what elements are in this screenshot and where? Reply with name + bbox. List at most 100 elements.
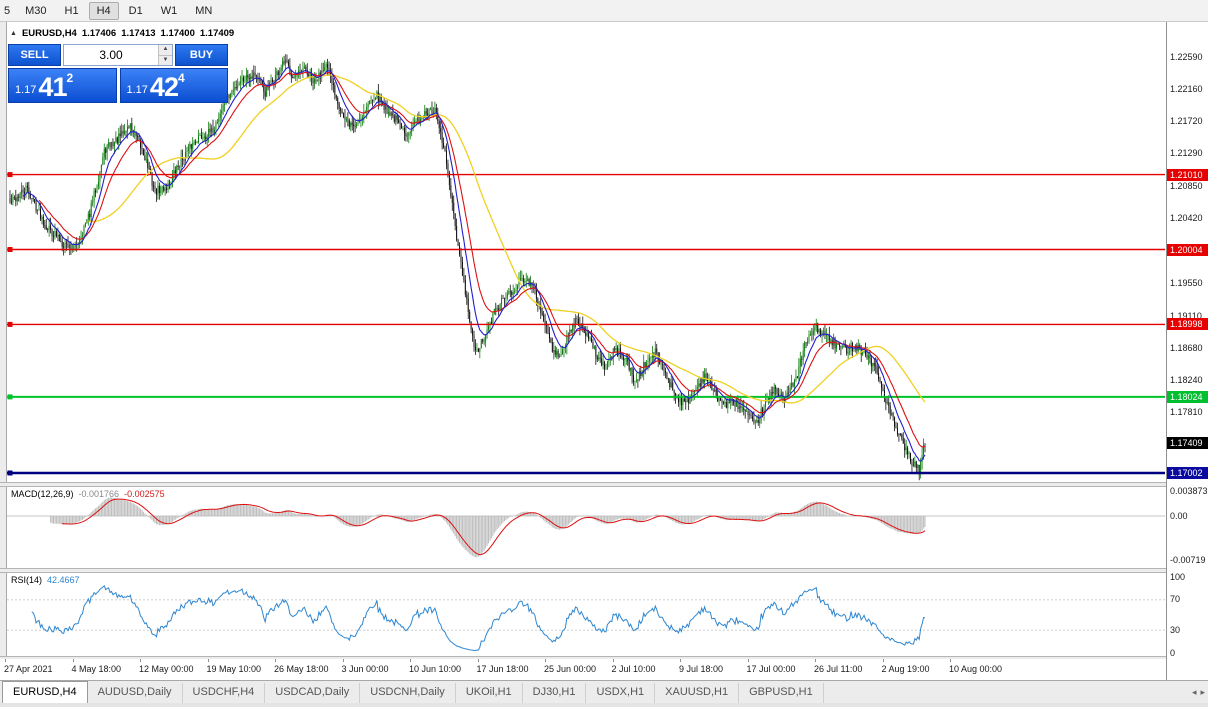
- price-level-badge: 1.17002: [1167, 467, 1208, 479]
- time-tick-mark: [747, 659, 749, 662]
- time-tick-label: 26 May 18:00: [274, 664, 329, 674]
- price-tick-label: 1.19550: [1170, 278, 1203, 288]
- volume-spinner: ▲ ▼: [158, 45, 172, 65]
- time-axis[interactable]: 27 Apr 2021 4 May 18:00 12 May 00:00 19 May…: [0, 659, 1166, 680]
- rsi-axis-label: 70: [1170, 594, 1181, 604]
- time-tick-mark: [815, 659, 816, 662]
- buy-price-pip: 4: [177, 71, 185, 85]
- volume-down-icon[interactable]: ▼: [159, 55, 172, 65]
- time-tick-mark: [140, 659, 141, 662]
- macd-axis-label: 0.003873: [1170, 486, 1208, 496]
- price-tick-label: 1.22160: [1170, 84, 1203, 94]
- time-tick-label: 26 Jul 11:00: [814, 664, 863, 674]
- timeframe-button-m30[interactable]: M30: [17, 2, 54, 20]
- price-tick-label: 1.21290: [1170, 148, 1203, 158]
- time-tick-mark: [680, 659, 681, 662]
- chart-tab-gbpusd[interactable]: GBPUSD,H1: [739, 683, 824, 703]
- volume-input[interactable]: [64, 45, 158, 65]
- price-tick-label: 1.20850: [1170, 181, 1203, 191]
- time-tick-mark: [275, 659, 276, 662]
- time-tick-label: 10 Aug 00:00: [949, 664, 1003, 674]
- timeframe-button-5[interactable]: 5: [1, 2, 15, 20]
- time-tick-mark: [882, 659, 884, 662]
- chart-tab-eurusd[interactable]: EURUSD,H4: [2, 681, 88, 703]
- window-left-edge: [0, 22, 7, 680]
- price-tick-label: 1.17810: [1170, 407, 1203, 417]
- macd-indicator-canvas[interactable]: [7, 487, 1165, 568]
- ohlc-close: 1.17409: [199, 28, 235, 39]
- chart-symbol-timeframe: EURUSD,H4: [21, 28, 77, 39]
- timeframe-button-h1[interactable]: H1: [57, 2, 87, 20]
- sell-button[interactable]: SELL: [8, 44, 61, 66]
- rsi-header: RSI(14) 42.4667: [11, 575, 80, 585]
- sell-price-button[interactable]: 1.17 41 2: [8, 68, 117, 103]
- chart-tab-usdcnh[interactable]: USDCNH,Daily: [360, 683, 456, 703]
- chart-tab-usdx[interactable]: USDX,H1: [586, 683, 656, 703]
- tab-scroll-right-icon[interactable]: ▸: [1200, 687, 1205, 697]
- rsi-value: 42.4667: [47, 575, 80, 585]
- collapse-oct-icon[interactable]: ▲: [10, 30, 17, 37]
- time-tick-label: 17 Jun 18:00: [476, 664, 529, 674]
- time-tick-mark: [72, 659, 74, 662]
- sell-price-big: 41: [38, 72, 67, 102]
- one-click-trading-panel: SELL ▲ ▼ BUY 1.17 41 2 1.17: [8, 44, 228, 103]
- rsi-indicator-canvas[interactable]: [7, 573, 1165, 656]
- chart-ohlc-header: ▲ EURUSD,H4 1.17406 1.17413 1.17400 1.17…: [10, 28, 234, 39]
- price-level-badge: 1.21010: [1167, 169, 1208, 181]
- chart-tab-ukoil[interactable]: UKOil,H1: [456, 683, 523, 703]
- time-tick-label: 10 Jun 10:00: [409, 664, 462, 674]
- rsi-axis-label: 30: [1170, 625, 1181, 635]
- price-tick-label: 1.18240: [1170, 375, 1203, 385]
- timeframe-button-h4[interactable]: H4: [88, 1, 119, 20]
- ohlc-high: 1.17413: [121, 28, 156, 39]
- macd-axis-label: -0.00719: [1170, 555, 1206, 565]
- buy-price-button[interactable]: 1.17 42 4: [119, 68, 228, 103]
- volume-box: ▲ ▼: [63, 44, 173, 66]
- time-tick-label: 12 May 00:00: [139, 664, 194, 674]
- time-tick-label: 25 Jun 00:00: [544, 664, 597, 674]
- chart-tab-usdchf[interactable]: USDCHF,H4: [183, 683, 266, 703]
- sell-price-pip: 2: [66, 71, 74, 85]
- panel-separator[interactable]: [0, 656, 1208, 659]
- tab-scroll-left-icon[interactable]: ◂: [1191, 687, 1197, 697]
- time-tick-mark: [950, 659, 951, 662]
- price-tick-label: 1.22590: [1170, 52, 1203, 62]
- timeframe-button-w1[interactable]: W1: [153, 2, 186, 20]
- ohlc-low: 1.17400: [160, 28, 195, 39]
- chart-tab-xauusd[interactable]: XAUUSD,H1: [655, 683, 740, 703]
- price-axis[interactable]: 1.22590 1.22160 1.21720 1.21290 1.20850 1.204…: [1166, 22, 1208, 680]
- price-level-badge: 1.18998: [1167, 318, 1208, 330]
- rsi-axis-label: 100: [1170, 572, 1186, 582]
- sell-price-prefix: 1.17: [15, 84, 37, 96]
- price-tick-label: 1.19110: [1170, 311, 1202, 321]
- buy-button[interactable]: BUY: [175, 44, 228, 66]
- volume-up-icon[interactable]: ▲: [159, 45, 172, 56]
- chart-window: ▲ EURUSD,H4 1.17406 1.17413 1.17400 1.17…: [0, 22, 1208, 680]
- time-tick-label: 19 May 10:00: [206, 664, 262, 674]
- tab-scroll-controls: ◂ ▸: [1192, 686, 1205, 698]
- ohlc-open: 1.17406: [81, 28, 117, 39]
- buy-price-big: 42: [149, 72, 179, 102]
- rsi-axis-label: 0: [1170, 648, 1176, 658]
- timeframe-button-d1[interactable]: D1: [121, 2, 151, 20]
- timeframe-toolbar: 5 M30 H1 H4 D1 W1 MN: [0, 0, 1208, 22]
- price-level-badge: 1.18024: [1167, 391, 1208, 403]
- price-level-badge: 1.20004: [1167, 244, 1208, 256]
- rsi-title: RSI(14): [11, 575, 43, 585]
- chart-tabs-bar: EURUSD,H4 AUDUSD,Daily USDCHF,H4 USDCAD,Dai…: [0, 680, 1208, 703]
- time-tick-mark: [5, 659, 6, 662]
- chart-tab-usdcad[interactable]: USDCAD,Daily: [265, 683, 361, 703]
- time-tick-mark: [612, 659, 614, 662]
- macd-title: MACD(12,26,9): [11, 489, 74, 499]
- chart-tab-audusd[interactable]: AUDUSD,Daily: [88, 683, 183, 703]
- time-tick-mark: [410, 659, 411, 662]
- price-chart-canvas[interactable]: [7, 24, 1165, 482]
- price-tick-label: 1.20420: [1170, 213, 1203, 223]
- panel-separator[interactable]: [0, 568, 1208, 573]
- chart-tab-dj30[interactable]: DJ30,H1: [523, 683, 587, 703]
- timeframe-button-mn[interactable]: MN: [187, 2, 220, 20]
- macd-value-signal: -0.002575: [124, 489, 165, 499]
- panel-separator[interactable]: [0, 482, 1208, 487]
- price-tick-label: 1.18680: [1170, 343, 1203, 353]
- price-tick-label: 1.21720: [1170, 116, 1203, 126]
